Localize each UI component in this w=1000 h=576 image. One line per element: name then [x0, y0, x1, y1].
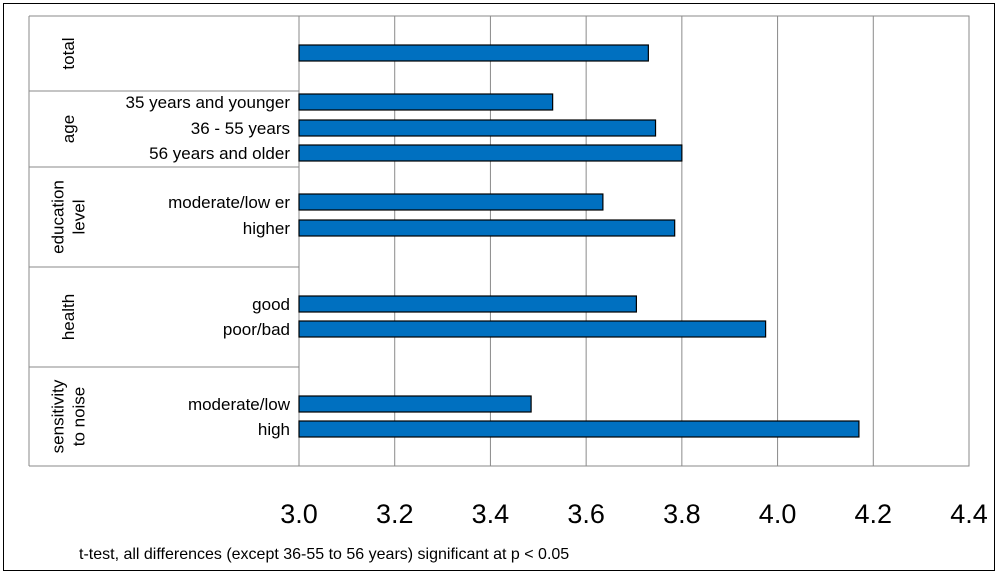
category-panel: total age 35 years and younger 36 - 55 year… — [28, 15, 299, 467]
category-label: 35 years and younger — [126, 93, 291, 112]
chart-frame — [3, 3, 995, 571]
category-label: higher — [243, 219, 291, 238]
x-tick-label: 4.4 — [950, 499, 988, 529]
group-label: health — [59, 294, 78, 340]
x-tick-label: 3.6 — [567, 499, 605, 529]
x-tick-label: 4.0 — [759, 499, 797, 529]
bar — [298, 295, 637, 313]
plot-area-border — [298, 15, 970, 467]
bar — [298, 93, 554, 111]
category-label: 56 years and older — [149, 144, 290, 163]
x-tick-label: 3.0 — [280, 499, 318, 529]
group-label: education — [49, 180, 68, 254]
bar — [298, 193, 604, 211]
x-tick-label: 3.2 — [376, 499, 414, 529]
footnote: t-test, all differences (except 36-55 to… — [79, 546, 569, 563]
x-tick-label: 3.8 — [663, 499, 701, 529]
bar — [298, 420, 860, 438]
x-axis-ticks: 3.0 3.2 3.4 3.6 3.8 4.0 4.2 4.4 — [280, 499, 988, 529]
group-label: age — [59, 115, 78, 143]
bar — [298, 144, 683, 162]
group-label: sensitivity — [49, 379, 68, 453]
bar — [298, 44, 649, 62]
category-label: poor/bad — [223, 320, 290, 339]
bars — [298, 44, 860, 438]
bar — [298, 219, 676, 237]
category-label: 36 - 55 years — [191, 119, 290, 138]
group-label: to noise — [70, 387, 89, 447]
bar — [298, 395, 532, 413]
category-label: high — [258, 420, 290, 439]
bar — [298, 320, 767, 338]
x-tick-label: 3.4 — [472, 499, 510, 529]
category-label: moderate/low — [188, 395, 291, 414]
group-label: level — [70, 200, 89, 235]
bar — [298, 119, 657, 137]
category-label: moderate/low er — [168, 193, 290, 212]
grid-lines — [298, 15, 970, 467]
group-label: total — [59, 37, 78, 69]
x-tick-label: 4.2 — [855, 499, 893, 529]
category-label: good — [252, 295, 290, 314]
